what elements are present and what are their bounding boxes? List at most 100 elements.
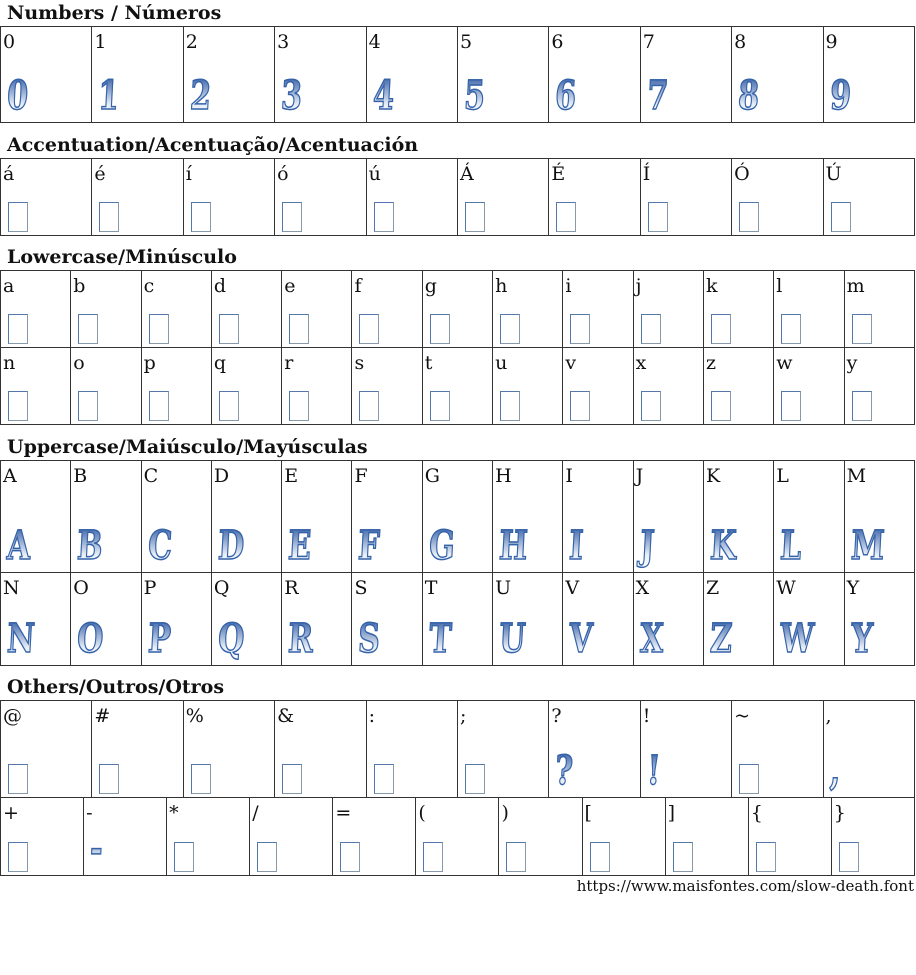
- glyph-cell: í: [182, 158, 276, 236]
- font-glyph: W: [779, 614, 816, 662]
- char-label: J: [635, 465, 644, 487]
- missing-glyph-box: [340, 842, 361, 872]
- glyph-cell: e: [281, 270, 353, 348]
- char-label: k: [705, 275, 718, 297]
- char-label: T: [424, 577, 438, 599]
- font-glyph: 3: [279, 71, 304, 119]
- glyph-cell: @: [0, 700, 93, 798]
- font-glyph: T: [427, 614, 453, 662]
- char-label: 9: [825, 31, 838, 53]
- source-url: https://www.maisfontes.com/slow-death.fo…: [576, 877, 914, 895]
- char-label: l: [776, 275, 783, 297]
- glyph-cell: é: [91, 158, 184, 236]
- missing-glyph-box: [647, 202, 668, 232]
- missing-glyph-box: [464, 202, 485, 232]
- char-label: H: [495, 465, 512, 487]
- missing-glyph-box: [148, 314, 169, 344]
- char-label: !: [642, 705, 651, 727]
- char-label: x: [635, 352, 647, 374]
- glyph-row: + - - * / =()[]{}: [0, 797, 916, 876]
- missing-glyph-box: [8, 202, 28, 232]
- char-label: +: [3, 802, 19, 824]
- missing-glyph-box: [506, 842, 527, 872]
- char-label: M: [846, 465, 867, 487]
- missing-glyph-box: [429, 391, 450, 421]
- missing-glyph-box: [373, 202, 394, 232]
- missing-glyph-box: [257, 842, 278, 872]
- char-label: -: [86, 802, 93, 824]
- char-label: (: [418, 802, 426, 824]
- glyph-cell: f: [351, 270, 423, 348]
- char-label: }: [833, 802, 846, 824]
- char-label: 8: [734, 31, 747, 53]
- glyph-cell: &: [274, 700, 367, 798]
- missing-glyph-box: [640, 391, 661, 421]
- char-label: ó: [277, 163, 289, 185]
- char-label: é: [94, 163, 106, 185]
- glyph-cell: (: [415, 797, 500, 876]
- char-label: p: [143, 352, 156, 374]
- font-glyph: E: [286, 521, 313, 569]
- char-label: &: [277, 705, 295, 727]
- glyph-cell: i: [562, 270, 634, 348]
- glyph-cell: m: [843, 270, 916, 348]
- char-label: [: [584, 802, 592, 824]
- font-glyph: P: [146, 614, 172, 662]
- glyph-cell: [: [581, 797, 666, 876]
- missing-glyph-box: [282, 202, 303, 232]
- glyph-cell: ó: [274, 158, 367, 236]
- glyph-cell: h: [492, 270, 564, 348]
- char-label: Ú: [825, 163, 842, 185]
- glyph-cell: !!: [639, 700, 733, 798]
- missing-glyph-box: [423, 842, 444, 872]
- font-glyph: 1: [97, 71, 122, 119]
- char-label: c: [143, 275, 155, 297]
- char-label: 4: [368, 31, 381, 53]
- char-label: D: [213, 465, 230, 487]
- missing-glyph-box: [373, 764, 394, 794]
- char-label: 3: [277, 31, 290, 53]
- glyph-cell: Á: [456, 158, 550, 236]
- glyph-cell: n: [0, 347, 72, 425]
- glyph-cell: c: [140, 270, 212, 348]
- glyph-cell: l: [773, 270, 845, 348]
- char-label: Y: [846, 577, 860, 599]
- missing-glyph-box: [500, 391, 521, 421]
- char-label: t: [424, 352, 433, 374]
- font-glyph: G: [427, 521, 456, 569]
- glyph-cell: z: [702, 347, 775, 425]
- font-glyph: V: [568, 614, 595, 662]
- char-label: u: [495, 352, 508, 374]
- missing-glyph-box: [739, 764, 760, 794]
- font-glyph: B: [76, 521, 105, 569]
- char-label: =: [335, 802, 352, 824]
- char-label: i: [565, 275, 572, 297]
- font-glyph: X: [638, 614, 665, 662]
- missing-glyph-box: [190, 764, 211, 794]
- glyph-table: a b c d e f g h i j k l m n o p q r s t u v x z w y: [0, 270, 916, 425]
- glyph-cell: :: [365, 700, 458, 798]
- char-label: w: [776, 352, 793, 374]
- missing-glyph-box: [282, 764, 303, 794]
- missing-glyph-box: [99, 764, 120, 794]
